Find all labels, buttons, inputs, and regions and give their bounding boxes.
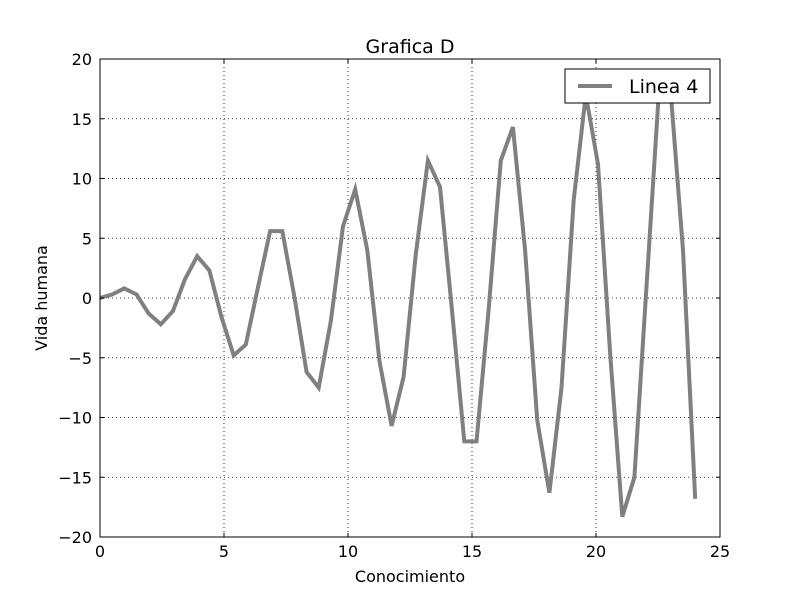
y-tick-label: 5	[82, 229, 92, 248]
series-layer	[99, 92, 698, 518]
ticks: 0 5 10 15 20 25 −20 −15 −10 −5 0 5 10 15 20	[58, 50, 730, 561]
x-tick-label: 15	[462, 542, 482, 561]
y-tick-label: −15	[58, 468, 92, 487]
x-axis-title: Conocimiento	[355, 567, 465, 586]
x-tick-label: 25	[710, 542, 730, 561]
y-tick-label: −20	[58, 528, 92, 547]
x-tick-label: 10	[338, 542, 358, 561]
y-tick-label: −10	[58, 409, 92, 428]
legend: Linea 4	[564, 68, 711, 104]
x-tick-label: 20	[586, 542, 606, 561]
chart-title: Grafica D	[366, 36, 455, 58]
series-line	[99, 92, 698, 518]
y-tick-label: 10	[72, 170, 92, 189]
x-tick-label: 0	[95, 542, 105, 561]
y-tick-label: −5	[68, 349, 92, 368]
legend-label: Linea 4	[629, 76, 698, 98]
y-tick-label: 20	[72, 50, 92, 69]
y-tick-label: 15	[72, 110, 92, 129]
y-tick-label: 0	[82, 289, 92, 308]
y-axis-title: Vida humana	[32, 245, 51, 351]
x-tick-label: 5	[219, 542, 229, 561]
